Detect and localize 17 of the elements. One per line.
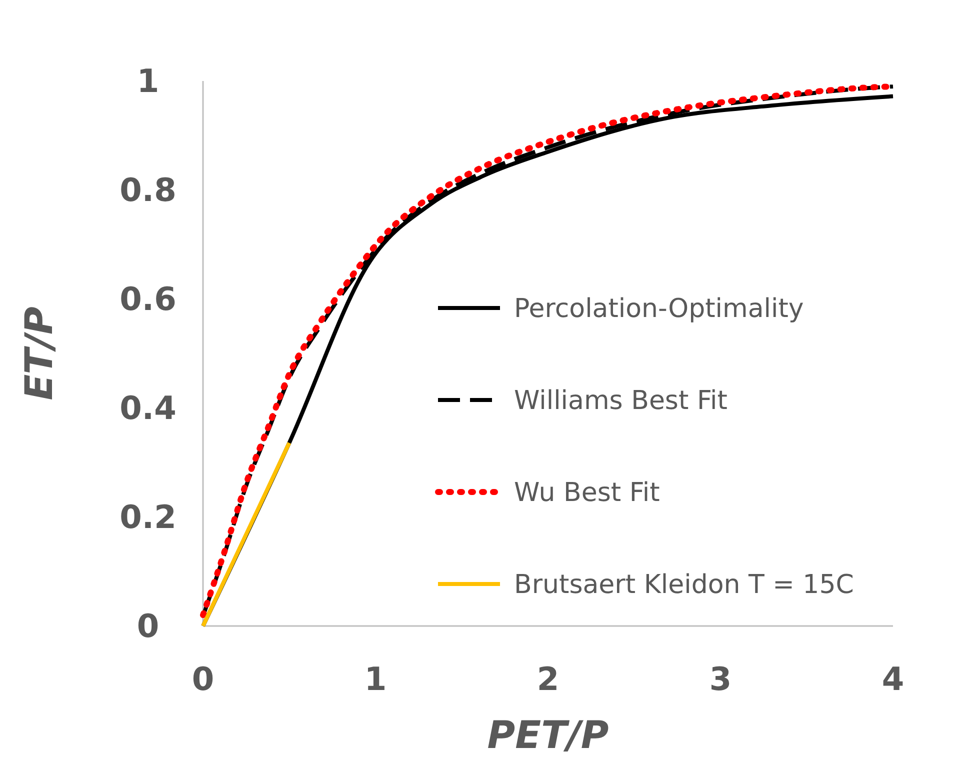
legend-label: Percolation-Optimality — [514, 294, 804, 324]
legend-label: Brutsaert Kleidon T = 15C — [514, 570, 854, 600]
y-tick-label: 1 — [136, 62, 160, 100]
x-tick-label: 1 — [364, 660, 387, 698]
x-axis-title: PET/P — [487, 713, 609, 757]
y-axis-title: ET/P — [17, 306, 61, 400]
y-tick-label: 0 — [136, 607, 160, 646]
y-tick-label: 0.4 — [120, 389, 176, 428]
x-tick-label: 2 — [536, 660, 560, 698]
x-tick-label: 0 — [192, 660, 214, 698]
legend-label: Wu Best Fit — [514, 478, 660, 508]
x-tick-label: 4 — [882, 660, 904, 698]
y-tick-label: 0.2 — [120, 498, 176, 536]
legend-label: Williams Best Fit — [514, 386, 728, 416]
x-tick-label: 3 — [709, 660, 732, 698]
y-tick-label: 0.6 — [120, 280, 176, 318]
y-tick-label: 0.8 — [120, 171, 176, 210]
